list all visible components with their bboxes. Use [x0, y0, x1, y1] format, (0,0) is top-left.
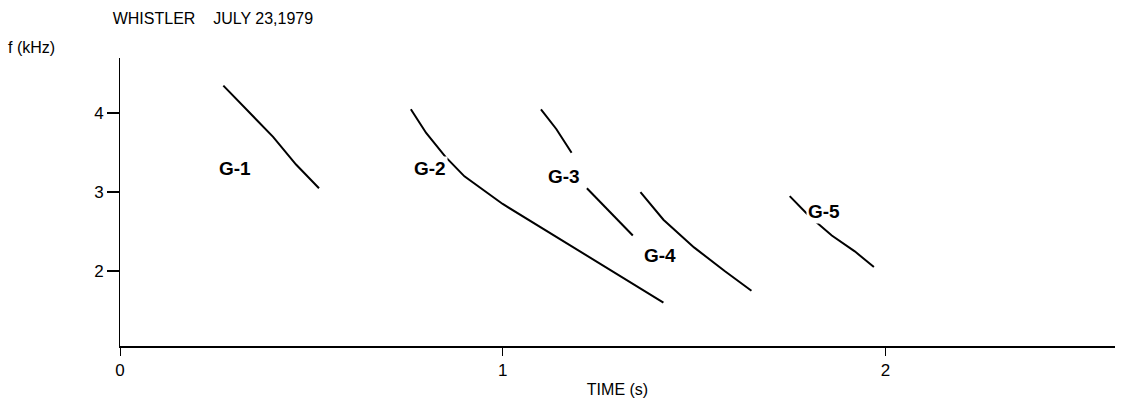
- svg-text:G-1: G-1: [219, 158, 251, 179]
- svg-text:2: 2: [94, 262, 103, 281]
- svg-text:TIME (s): TIME (s): [587, 381, 648, 398]
- svg-text:G-5: G-5: [808, 201, 840, 222]
- svg-text:2: 2: [881, 361, 890, 380]
- svg-text:f (kHz): f (kHz): [8, 39, 55, 56]
- svg-text:1: 1: [498, 361, 507, 380]
- svg-text:G-4: G-4: [644, 245, 676, 266]
- svg-text:G-3: G-3: [548, 166, 580, 187]
- svg-text:0: 0: [115, 361, 124, 380]
- svg-text:WHISTLER JULY 23,1979: WHISTLER JULY 23,1979: [113, 10, 313, 27]
- svg-text:3: 3: [94, 183, 103, 202]
- svg-text:4: 4: [94, 104, 103, 123]
- svg-text:G-2: G-2: [414, 158, 446, 179]
